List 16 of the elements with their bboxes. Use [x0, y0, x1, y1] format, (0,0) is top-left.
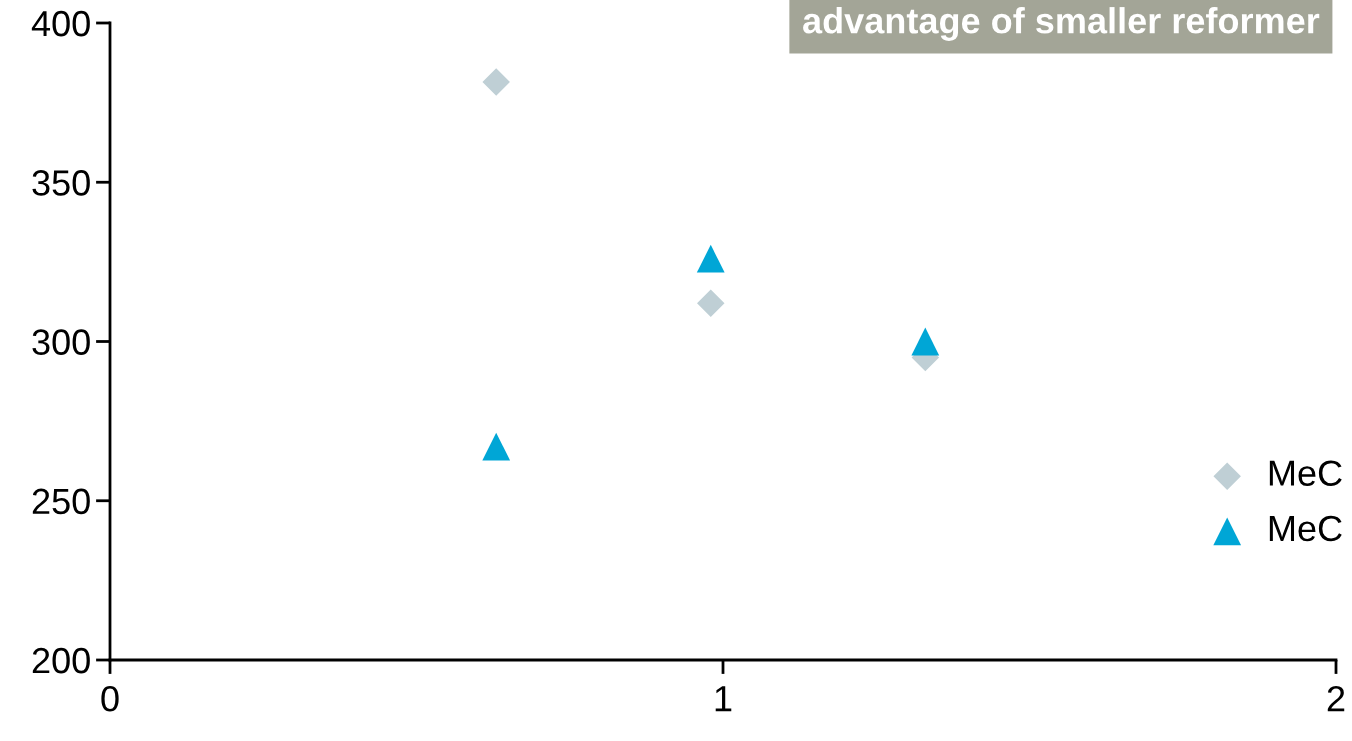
legend-label: MeC — [1269, 515, 1342, 542]
legend-label: MeC — [1269, 460, 1342, 486]
x-tick-label: 0 — [101, 685, 119, 712]
y-tick-label: 250 — [32, 488, 90, 515]
point — [911, 327, 940, 356]
y-tick-label: 300 — [32, 329, 90, 355]
point — [696, 289, 725, 318]
x-tick-label: 2 — [1327, 685, 1345, 712]
point — [482, 68, 510, 96]
x-tick-label: 1 — [715, 686, 732, 712]
y-tick-label: 400 — [31, 10, 90, 37]
point — [482, 432, 511, 461]
y-tick-label: 200 — [32, 647, 90, 674]
point — [696, 244, 725, 273]
annotation: advantage of smaller reformer — [803, 7, 1320, 41]
y-tick-label: 350 — [32, 170, 90, 196]
